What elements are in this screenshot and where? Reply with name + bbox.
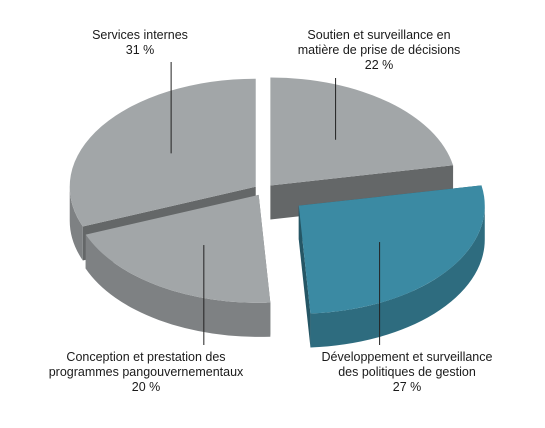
slice-services-internes: [69, 78, 256, 227]
slice-wall-developpement-end: [298, 205, 311, 348]
label-developpement-line2: des politiques de gestion: [338, 365, 476, 379]
label-developpement: Développement et surveillance des politi…: [322, 350, 493, 395]
leader-lines: [170, 62, 381, 345]
slice-soutien: [270, 77, 454, 186]
slice-side-developpement: [310, 205, 485, 348]
label-services-internes-line1: Services internes: [92, 28, 188, 42]
slice-tops: [69, 77, 485, 314]
label-soutien-line2: matière de prise de décisions: [297, 43, 461, 57]
label-developpement-value: 27 %: [392, 380, 422, 394]
label-conception-line2: programmes pangouvernementaux: [48, 365, 244, 379]
slice-side-conception: [85, 234, 271, 337]
label-conception-value: 20 %: [131, 380, 161, 394]
label-services-internes: Services internes 31 %: [92, 28, 188, 58]
slice-developpement: [298, 185, 485, 314]
slice-side-services-internes: [69, 186, 83, 261]
label-soutien-line1: Soutien et surveillance en: [307, 28, 451, 42]
slice-conception: [85, 194, 271, 303]
label-services-internes-value: 31 %: [125, 43, 155, 57]
label-soutien: Soutien et surveillance en matière de pr…: [298, 28, 461, 73]
label-soutien-value: 22 %: [364, 58, 394, 72]
label-developpement-line1: Développement et surveillance: [321, 350, 493, 364]
label-conception: Conception et prestation des programmes …: [49, 350, 244, 395]
label-conception-line1: Conception et prestation des: [66, 350, 226, 364]
